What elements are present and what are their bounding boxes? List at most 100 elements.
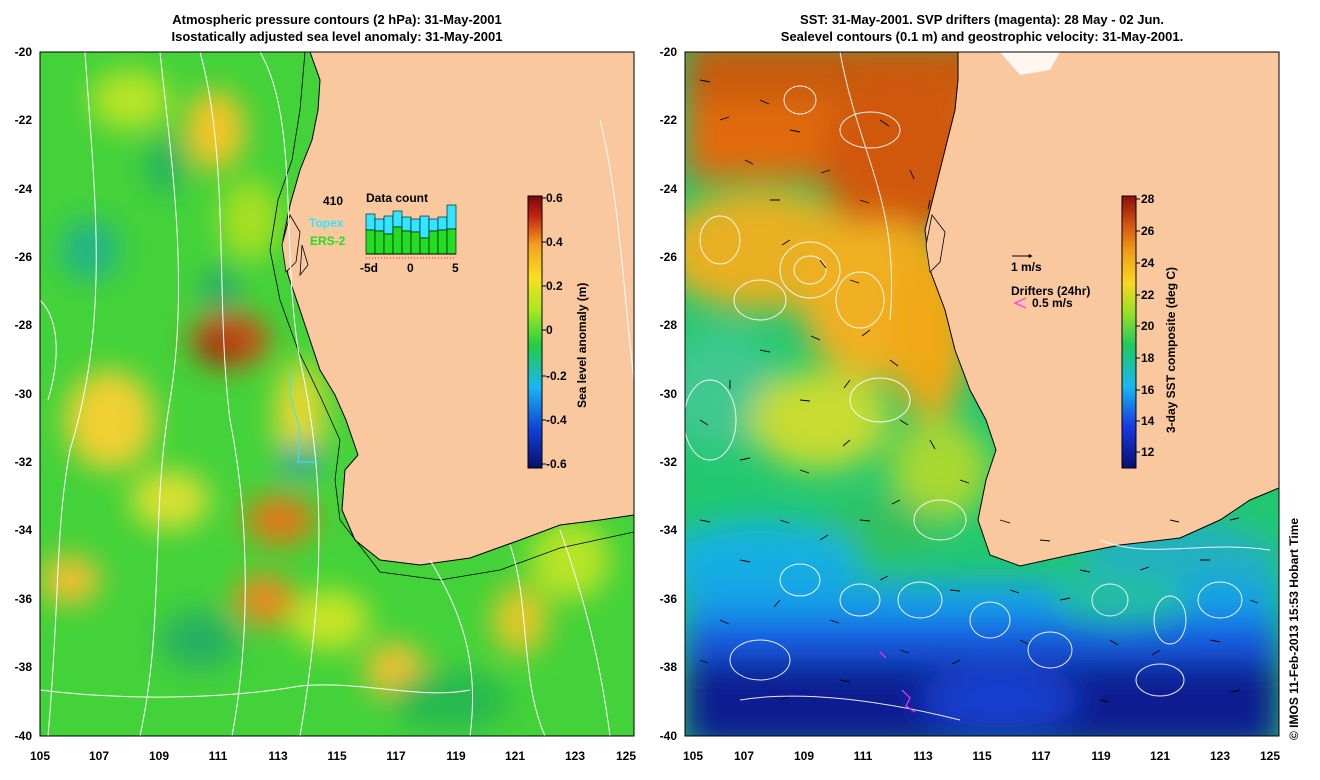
sla-colorbar-gradient xyxy=(527,195,543,469)
sst-tick: 28 xyxy=(1141,192,1155,206)
lon-tick: 119 xyxy=(446,749,466,763)
lon-tick: 111 xyxy=(854,749,873,763)
australia-land-right xyxy=(924,52,1279,567)
left-map-frame xyxy=(39,51,635,737)
lat-tick: -34 xyxy=(660,523,678,537)
sst-colorbar-gradient xyxy=(1121,195,1137,469)
sla-tick: 0.2 xyxy=(546,279,563,293)
lon-tick: 115 xyxy=(327,749,347,763)
velocity-scale-label: 1 m/s xyxy=(1011,260,1042,274)
lat-tick: -30 xyxy=(660,387,678,401)
geostrophic-velocity-arrows xyxy=(699,79,1259,703)
inset-bars xyxy=(365,204,457,255)
lon-tick: 121 xyxy=(1150,749,1170,763)
lon-tick: 109 xyxy=(149,749,169,763)
sst-tick: 22 xyxy=(1141,288,1155,302)
left-lon-axis: 105 107 109 111 113 115 117 119 121 123 … xyxy=(30,749,636,763)
sla-tick: 0 xyxy=(546,323,553,337)
sla-tick: -0.4 xyxy=(546,413,567,427)
lon-tick: 109 xyxy=(794,749,814,763)
lon-tick: 125 xyxy=(1260,749,1280,763)
imos-credit: © IMOS 11-Feb-2013 15:53 Hobart Time xyxy=(1287,517,1301,740)
right-title-line2: Sealevel contours (0.1 m) and geostrophi… xyxy=(780,29,1184,44)
lat-tick: -30 xyxy=(15,387,33,401)
sla-tick: 0.6 xyxy=(546,191,563,205)
lon-tick: 113 xyxy=(268,749,288,763)
drifters-label: Drifters (24hr) xyxy=(1011,284,1090,298)
left-map-title: Atmospheric pressure contours (2 hPa): 3… xyxy=(40,11,634,45)
inset-tick-start: -5d xyxy=(360,261,378,275)
sst-tick: 14 xyxy=(1141,414,1155,428)
lat-tick: -38 xyxy=(15,660,33,674)
inset-series-topex: Topex xyxy=(309,216,344,230)
lon-tick: 105 xyxy=(683,749,703,763)
pressure-contours xyxy=(40,52,634,736)
data-count-inset: 410 Data count Topex ERS-2 -5d 0 5 xyxy=(309,191,459,275)
drifter-legend-icon xyxy=(1013,297,1027,309)
left-lat-axis: -20 -22 -24 -26 -28 -30 -32 -34 -36 -38 … xyxy=(15,45,33,743)
lat-tick: -40 xyxy=(15,729,33,743)
lat-tick: -34 xyxy=(15,523,33,537)
lat-tick: -24 xyxy=(15,182,33,196)
drifters-speed-label: 0.5 m/s xyxy=(1032,296,1073,310)
velocity-legend: 1 m/s Drifters (24hr) 0.5 m/s xyxy=(1011,254,1090,310)
lat-tick: -32 xyxy=(660,455,678,469)
lon-tick: 111 xyxy=(209,749,228,763)
lon-tick: 121 xyxy=(505,749,525,763)
sst-tick: 20 xyxy=(1141,319,1155,333)
lat-tick: -36 xyxy=(15,592,33,606)
inset-tick-zero: 0 xyxy=(407,261,414,275)
inset-count-value: 410 xyxy=(323,194,343,208)
lat-tick: -28 xyxy=(660,318,678,332)
lat-tick: -22 xyxy=(15,113,33,127)
lat-tick: -24 xyxy=(660,182,678,196)
lat-tick: -22 xyxy=(660,113,678,127)
sla-colorbar: 0.6 0.4 0.2 0 -0.2 -0.4 -0.6 Sea level a… xyxy=(527,191,589,471)
lon-tick: 123 xyxy=(1210,749,1230,763)
lat-tick: -40 xyxy=(660,729,678,743)
right-map[interactable] xyxy=(660,40,1280,750)
lat-tick: -20 xyxy=(15,45,33,59)
inset-series-ers2: ERS-2 xyxy=(310,234,346,248)
lon-tick: 119 xyxy=(1091,749,1111,763)
sst-tick: 26 xyxy=(1141,224,1155,238)
lon-tick: 117 xyxy=(386,749,406,763)
right-title-line1: SST: 31-May-2001. SVP drifters (magenta)… xyxy=(800,12,1164,27)
sla-tick: -0.2 xyxy=(546,369,567,383)
altimeter-track xyxy=(289,369,318,463)
shark-bay-islands-right xyxy=(925,214,946,273)
lat-tick: -20 xyxy=(660,45,678,59)
sst-tick: 18 xyxy=(1141,351,1155,365)
left-title-line2: Isostatically adjusted sea level anomaly… xyxy=(171,29,503,44)
shelf-break-contours xyxy=(269,52,634,581)
right-map-title: SST: 31-May-2001. SVP drifters (magenta)… xyxy=(685,11,1279,45)
left-map[interactable] xyxy=(40,52,634,736)
lon-tick: 125 xyxy=(616,749,636,763)
lon-tick: 123 xyxy=(565,749,585,763)
australia-land-left xyxy=(282,52,634,566)
sla-tick: -0.6 xyxy=(546,457,567,471)
right-lon-axis: 105 107 109 111 113 115 117 119 121 123 … xyxy=(683,749,1280,763)
lat-tick: -26 xyxy=(15,250,33,264)
inset-title: Data count xyxy=(366,191,428,205)
sst-tick: 24 xyxy=(1141,256,1155,270)
sla-tick: 0.4 xyxy=(546,235,563,249)
cloud-patch xyxy=(1000,52,1060,75)
left-title-line1: Atmospheric pressure contours (2 hPa): 3… xyxy=(172,12,502,27)
sst-tick: 16 xyxy=(1141,383,1155,397)
lon-tick: 107 xyxy=(89,749,109,763)
sst-colorbar: 28 26 24 22 20 18 16 14 12 3-day SST com… xyxy=(1121,192,1178,469)
right-lat-axis: -20 -22 -24 -26 -28 -30 -32 -34 -36 -38 … xyxy=(660,45,678,743)
sst-colorbar-label: 3-day SST composite (deg C) xyxy=(1164,267,1178,433)
lat-tick: -38 xyxy=(660,660,678,674)
right-map-frame xyxy=(684,51,1280,737)
lat-tick: -28 xyxy=(15,318,33,332)
lat-tick: -26 xyxy=(660,250,678,264)
sst-tick: 12 xyxy=(1141,445,1155,459)
sealevel-contours xyxy=(685,52,1271,721)
lat-tick: -36 xyxy=(660,592,678,606)
drifter-tracks xyxy=(879,651,916,713)
inset-tick-end: 5 xyxy=(452,261,459,275)
sla-anomaly-field xyxy=(40,70,610,730)
